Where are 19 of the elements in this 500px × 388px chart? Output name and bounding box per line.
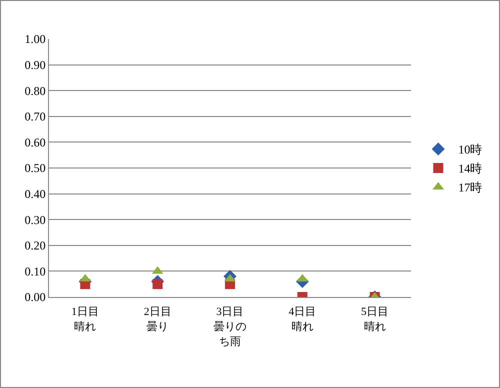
legend-label: 17時 bbox=[458, 180, 482, 195]
y-tick-label: 0.30 bbox=[24, 212, 46, 227]
y-tick-label: 0.80 bbox=[24, 84, 46, 98]
y-tick-label: 0.10 bbox=[24, 264, 46, 278]
y-tick-label: 1.00 bbox=[24, 32, 46, 46]
y-tick-label: 0.20 bbox=[24, 238, 46, 253]
x-tick-label: 5日目晴れ bbox=[360, 305, 390, 335]
y-tick-label: 0.50 bbox=[24, 161, 46, 176]
y-tick-label: 0.60 bbox=[24, 135, 46, 150]
x-tick-label: 3日目曇りのち雨 bbox=[213, 305, 247, 350]
y-tick-label: 0.40 bbox=[24, 187, 46, 201]
x-tick-label: 2日目曇り bbox=[142, 305, 172, 335]
y-tick-label: 0.90 bbox=[24, 58, 46, 72]
y-tick-label: 0.00 bbox=[24, 290, 46, 304]
x-tick-label: 4日目晴れ bbox=[288, 305, 318, 335]
legend-label: 14時 bbox=[458, 162, 482, 176]
legend-label: 10時 bbox=[458, 142, 482, 157]
y-tick-label: 0.70 bbox=[24, 110, 46, 124]
x-tick-label: 1日目晴れ bbox=[70, 305, 100, 335]
